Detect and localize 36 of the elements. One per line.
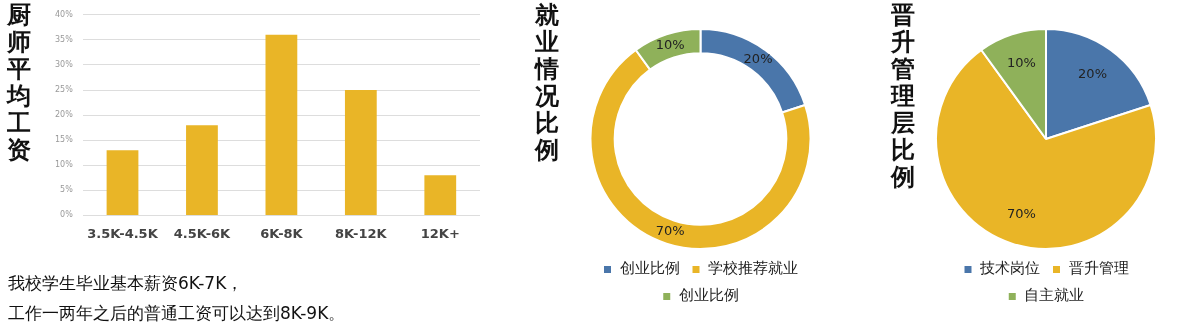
text: 工作一两年之后的普通工资可以达到8K-9K。 xyxy=(8,302,346,325)
legend-label: 自主就业 xyxy=(1024,286,1085,305)
x-tick-label: 4.5K-6K xyxy=(173,225,232,241)
text: 我校学生毕业基本薪资6K-7K， xyxy=(8,272,245,295)
data-label: 20% xyxy=(743,51,773,67)
legend-label: 技术岗位 xyxy=(979,259,1040,278)
legend-label: 创业比例 xyxy=(619,259,680,278)
bar xyxy=(106,150,139,215)
bar xyxy=(344,90,377,215)
y-tick-label: 20% xyxy=(55,110,74,120)
legend-label: 创业比例 xyxy=(678,286,739,305)
y-tick-label: 0% xyxy=(60,210,74,220)
data-label: 70% xyxy=(1007,205,1036,221)
y-tick-label: 30% xyxy=(55,60,74,70)
x-tick-label: 8K-12K xyxy=(335,225,388,241)
legend-label: 晋升管理 xyxy=(1068,259,1129,278)
x-tick-label: 12K+ xyxy=(420,225,460,241)
bar xyxy=(424,175,457,215)
text: 厨师平均工资 xyxy=(5,1,32,164)
bar xyxy=(186,125,218,215)
y-tick-label: 25% xyxy=(55,85,74,95)
data-label: 70% xyxy=(655,223,685,239)
x-tick-label: 6K-8K xyxy=(260,225,304,241)
bar xyxy=(265,34,298,215)
text: 晋升管理层比例 xyxy=(889,1,916,191)
text: 就业情况比例 xyxy=(533,1,560,164)
data-label: 10% xyxy=(1007,55,1036,71)
data-label: 10% xyxy=(655,37,685,53)
y-tick-label: 5% xyxy=(60,185,74,195)
y-tick-label: 35% xyxy=(55,34,74,44)
y-tick-label: 15% xyxy=(55,135,74,145)
x-tick-label: 3.5K-4.5K xyxy=(87,225,159,241)
data-label: 20% xyxy=(1078,66,1108,82)
legend-label: 学校推荐就业 xyxy=(708,259,798,278)
y-tick-label: 10% xyxy=(55,160,74,170)
y-tick-label: 40% xyxy=(55,9,74,19)
